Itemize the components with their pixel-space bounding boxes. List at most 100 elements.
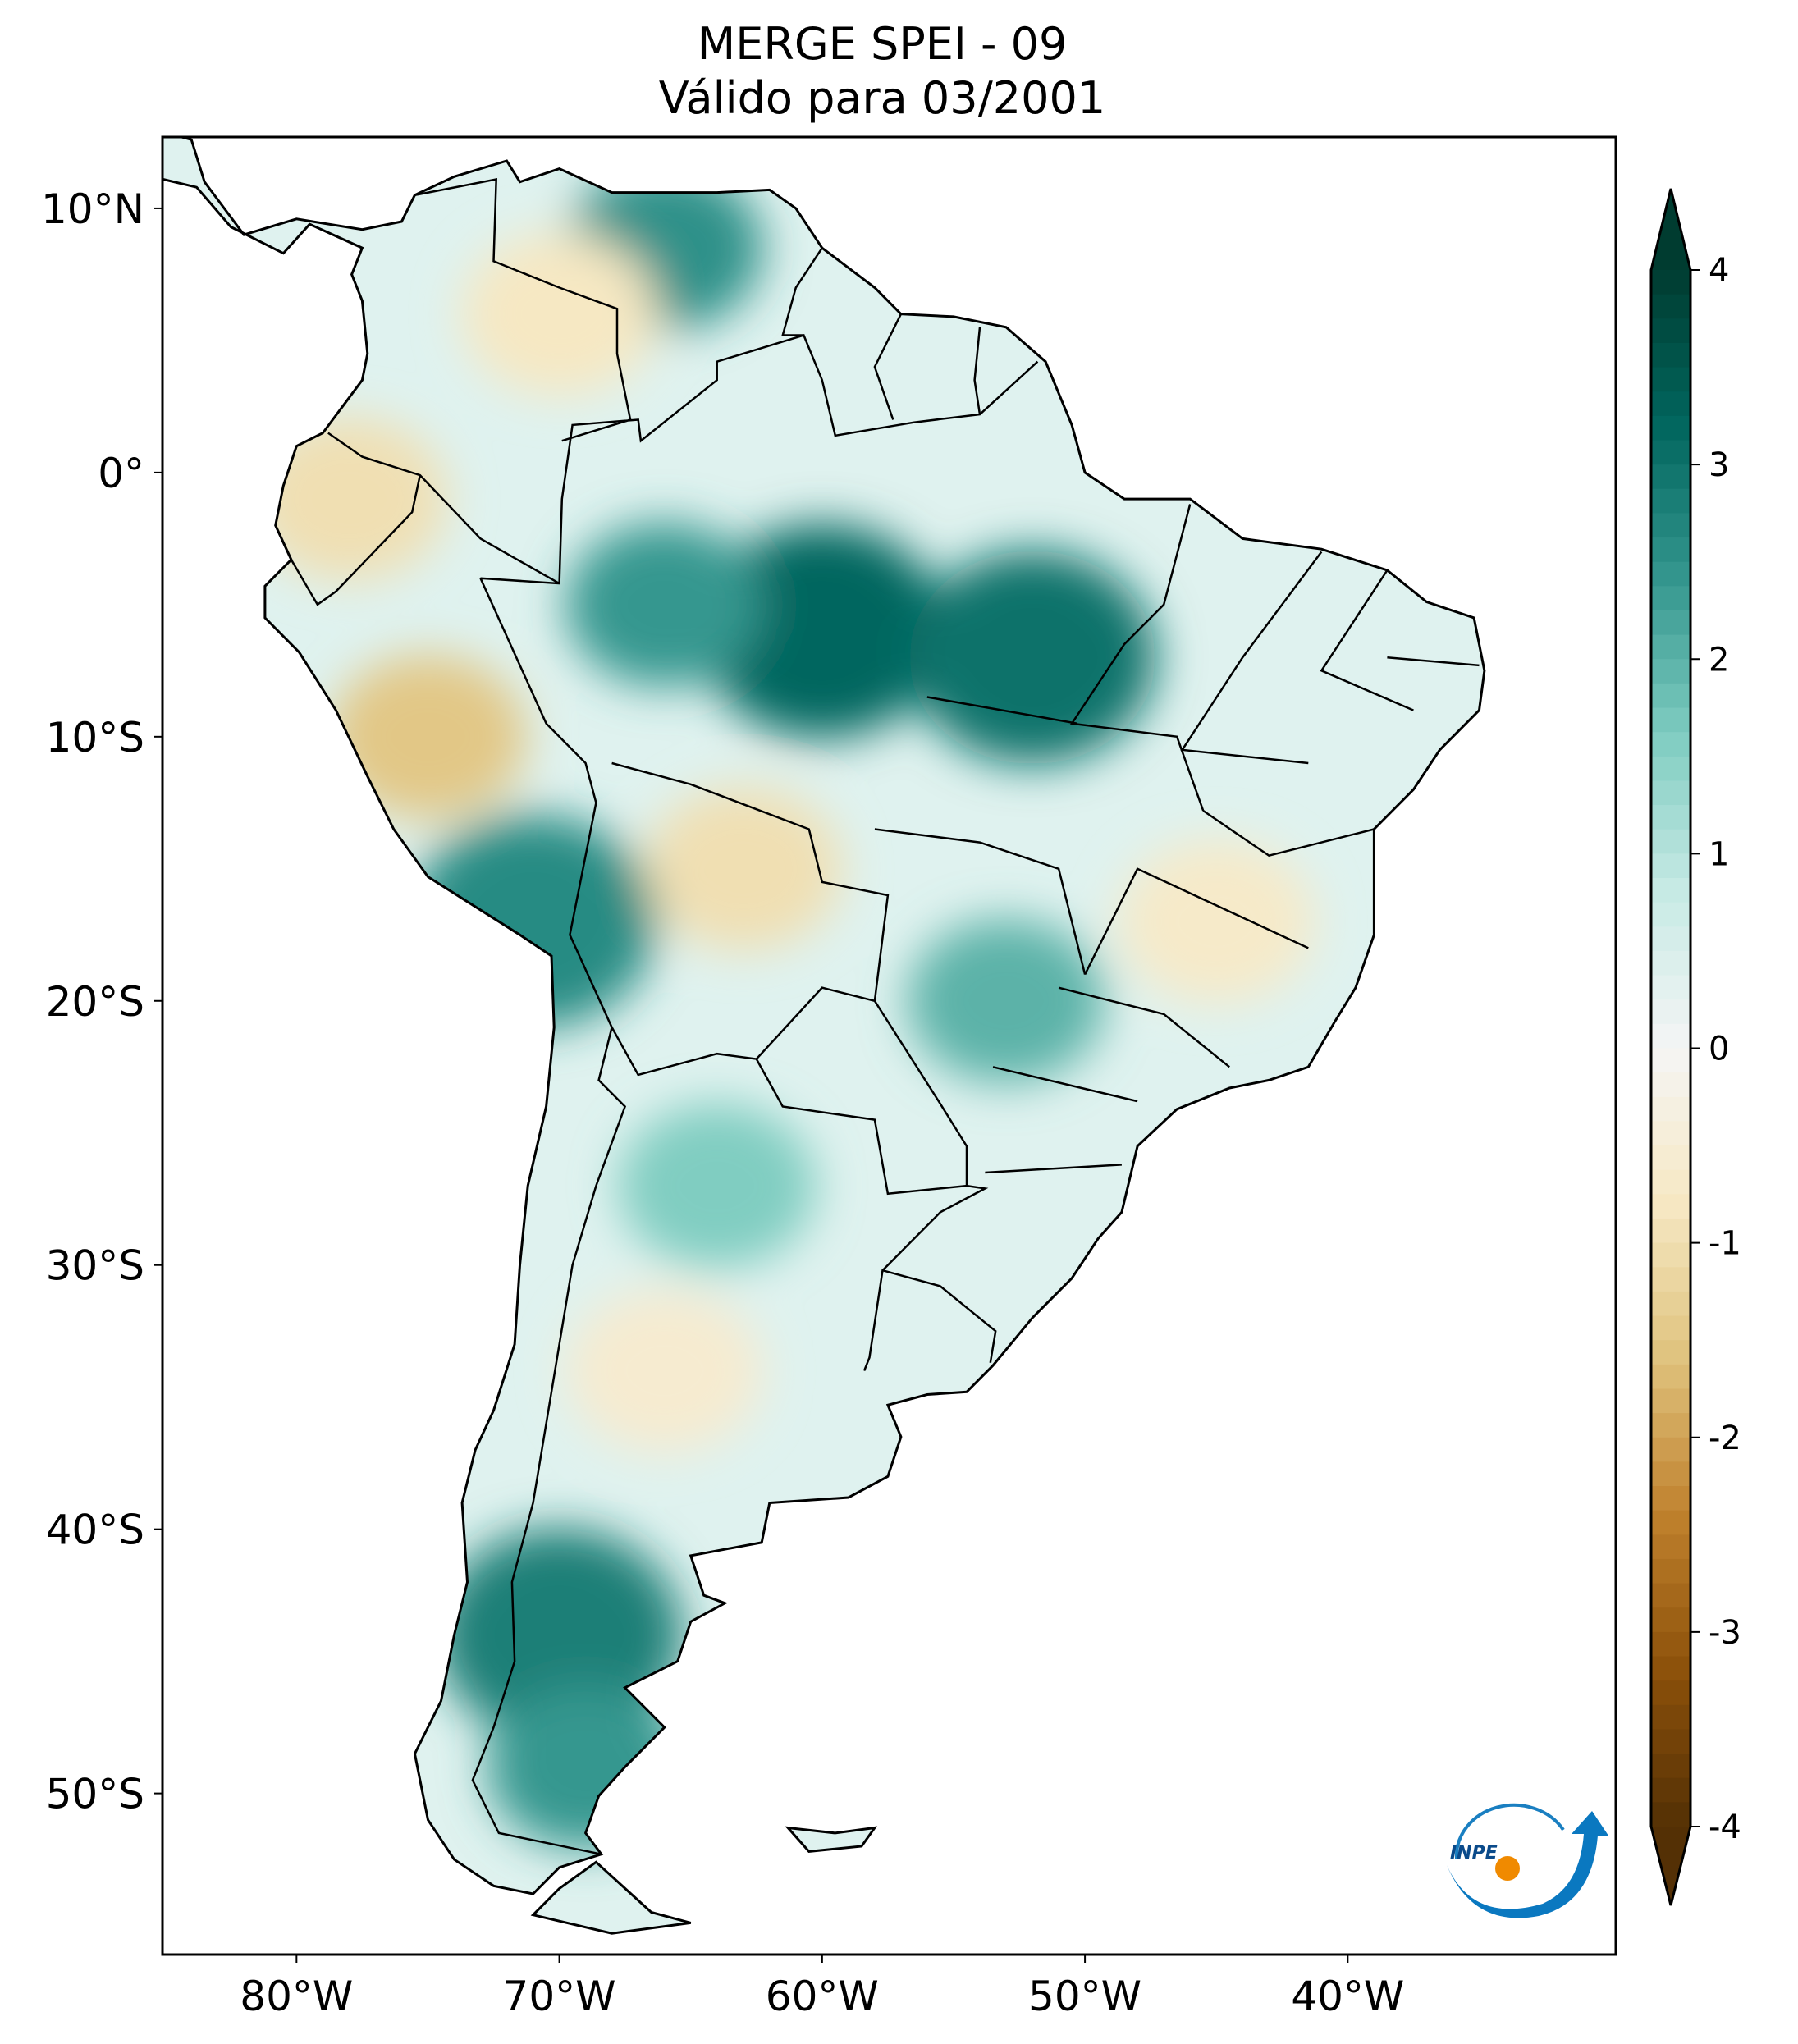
colorbar-segment — [1651, 391, 1690, 417]
colorbar-tick-label: 3 — [1709, 446, 1729, 484]
y-tick-label: 10°N — [41, 185, 144, 233]
colorbar-segment — [1651, 999, 1690, 1025]
spei-region — [909, 551, 1156, 765]
colorbar-tick-label: 1 — [1709, 835, 1729, 873]
colorbar-tick-label: -1 — [1709, 1225, 1741, 1263]
x-tick-label: 40°W — [1291, 1973, 1404, 2020]
colorbar-segment — [1651, 1754, 1690, 1779]
colorbar-segment — [1651, 1048, 1690, 1074]
map-area — [162, 137, 1486, 1935]
spei-region — [1118, 839, 1315, 1004]
y-axis: 10°N 0° 10°S 20°S 30°S 40°S 50°S — [41, 185, 162, 1818]
colorbar-segment — [1651, 1704, 1690, 1731]
colorbar-segment — [1651, 586, 1690, 611]
chart-title: MERGE SPEI - 09 — [697, 18, 1068, 70]
spei-region — [250, 417, 448, 582]
colorbar-segment — [1651, 1413, 1690, 1438]
colorbar-segment — [1651, 1291, 1690, 1317]
colorbar-segment — [1651, 1364, 1690, 1390]
colorbar-segment — [1651, 707, 1690, 734]
chart-subtitle: Válido para 03/2001 — [658, 72, 1106, 124]
spei-region — [698, 524, 945, 738]
colorbar-segment — [1651, 1680, 1690, 1706]
colorbar-segment — [1651, 1802, 1690, 1827]
colorbar-tick-label: 0 — [1709, 1031, 1729, 1068]
colorbar-segment — [1651, 488, 1690, 514]
colorbar-segment — [1651, 440, 1690, 466]
colorbar-segment — [1651, 1267, 1690, 1292]
spei-region — [618, 1104, 816, 1269]
land-fill — [162, 137, 1485, 1934]
logo-orbit-icon — [1454, 1803, 1565, 1859]
colorbar-segment — [1651, 1558, 1690, 1584]
colorbar-segment — [1651, 270, 1690, 295]
colorbar-segment — [1651, 294, 1690, 320]
colorbar-segment — [1651, 1121, 1690, 1147]
colorbar-segment — [1651, 926, 1690, 952]
colorbar-segment — [1651, 1777, 1690, 1804]
x-tick-label: 70°W — [503, 1973, 616, 2020]
colorbar-segment — [1651, 1583, 1690, 1609]
colorbar-segment — [1651, 902, 1690, 928]
y-tick-label: 20°S — [46, 978, 144, 1026]
colorbar: 4 3 2 1 0 -1 -2 -3 -4 — [1649, 188, 1741, 1906]
colorbar-segment — [1651, 1242, 1690, 1269]
spei-field — [250, 166, 1315, 1850]
colorbar-segment — [1651, 878, 1690, 903]
colorbar-segment — [1651, 1096, 1690, 1123]
spei-region — [409, 815, 657, 1029]
colorbar-segment — [1651, 1437, 1690, 1463]
colorbar-segment — [1651, 415, 1690, 441]
x-tick-label: 50°W — [1028, 1973, 1141, 2020]
colorbar-segment — [1651, 1218, 1690, 1244]
colorbar-segment — [1651, 342, 1690, 368]
colorbar-segment — [1651, 780, 1690, 807]
colorbar-tick-label: -4 — [1709, 1809, 1741, 1846]
colorbar-segment — [1651, 1534, 1690, 1560]
logo-text: INPE — [1450, 1843, 1498, 1863]
colorbar-segment — [1651, 975, 1690, 1001]
x-axis: 80°W 70°W 60°W 50°W 40°W — [240, 1955, 1404, 2020]
colorbar-tick-label: -2 — [1709, 1420, 1741, 1457]
colorbar-segment — [1651, 1729, 1690, 1755]
colorbar-segment — [1651, 1145, 1690, 1171]
colorbar-segment — [1651, 1510, 1690, 1536]
colorbar-segment — [1651, 318, 1690, 344]
colorbar-segment — [1651, 1072, 1690, 1098]
colorbar-segment — [1651, 1607, 1690, 1633]
colorbar-segment — [1651, 561, 1690, 588]
y-tick-label: 10°S — [46, 714, 144, 761]
y-tick-label: 0° — [98, 450, 144, 497]
coastline — [162, 137, 1486, 1935]
colorbar-segment — [1651, 659, 1690, 684]
colorbar-segment — [1651, 610, 1690, 636]
spei-region — [908, 918, 1105, 1083]
spei-region — [487, 1685, 684, 1850]
spei-region — [460, 231, 658, 396]
colorbar-segment — [1651, 513, 1690, 539]
spei-region — [565, 1288, 763, 1453]
colorbar-tick-label: 2 — [1709, 641, 1729, 679]
x-tick-label: 80°W — [240, 1973, 353, 2020]
spei-region — [436, 1528, 683, 1742]
colorbar-segment — [1651, 1486, 1690, 1511]
colorbar-segment — [1651, 1388, 1690, 1415]
colorbar-tick-label: -3 — [1709, 1614, 1741, 1652]
colorbar-segment — [1651, 1315, 1690, 1342]
colorbar-segment — [1651, 950, 1690, 976]
x-tick-label: 60°W — [766, 1973, 879, 2020]
colorbar-segment — [1651, 1340, 1690, 1365]
colorbar-segment — [1651, 1656, 1690, 1682]
colorbar-segment — [1651, 1631, 1690, 1658]
country-borders — [290, 177, 1480, 1855]
colorbar-tick-label: 4 — [1709, 252, 1729, 290]
colorbar-segment — [1651, 756, 1690, 782]
y-tick-label: 40°S — [46, 1507, 144, 1554]
inpe-logo: INPE — [1447, 1803, 1608, 1918]
colorbar-extend-max — [1651, 189, 1690, 270]
spei-region — [329, 654, 527, 819]
colorbar-segment — [1651, 1169, 1690, 1196]
colorbar-segment — [1651, 683, 1690, 709]
colorbar-segment — [1651, 464, 1690, 490]
